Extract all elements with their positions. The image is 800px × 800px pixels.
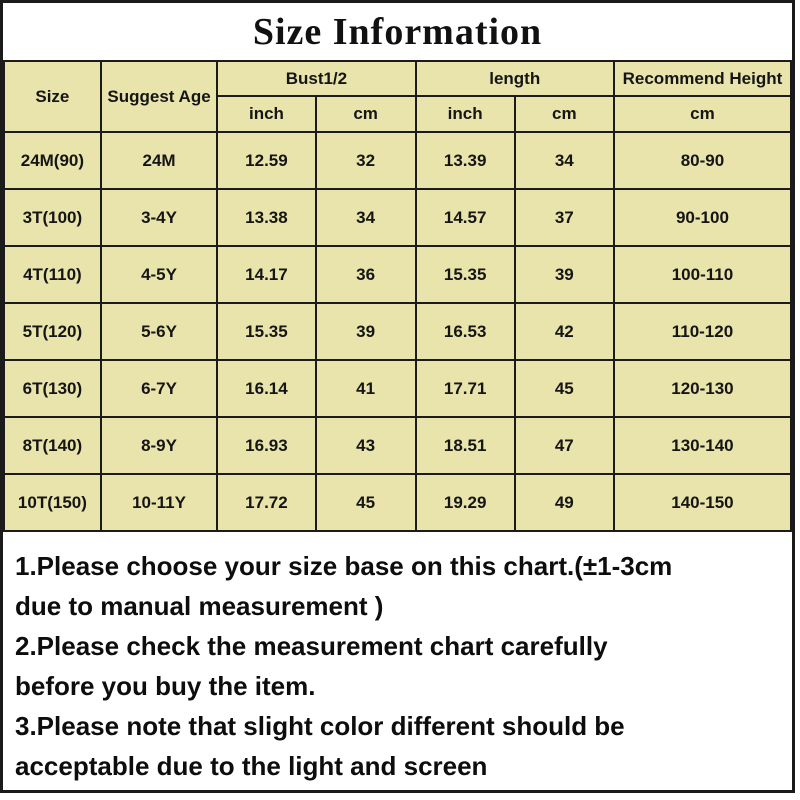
col-header-recommend-height: Recommend Height <box>612 60 793 97</box>
cell-bust-inch: 12.59 <box>216 131 317 190</box>
note-line: before you buy the item. <box>15 671 316 701</box>
cell-height-cm: 130-140 <box>612 416 793 475</box>
subheader-bust-inch: inch <box>216 95 317 133</box>
note-item: 1.Please choose your size base on this c… <box>15 546 780 626</box>
table-header-row-1: Size Suggest Age Bust1/2 length Recommen… <box>3 60 793 133</box>
note-line: 1.Please choose your size base on this c… <box>15 551 673 581</box>
cell-height-cm: 90-100 <box>612 188 793 247</box>
cell-age: 8-9Y <box>99 416 219 475</box>
cell-bust-inch: 17.72 <box>216 473 317 532</box>
note-line: acceptable due to the light and screen <box>15 751 488 781</box>
cell-age: 3-4Y <box>99 188 219 247</box>
table-row: 6T(130) 6-7Y 16.14 41 17.71 45 120-130 <box>3 359 793 418</box>
cell-bust-inch: 15.35 <box>216 302 317 361</box>
cell-height-cm: 80-90 <box>612 131 793 190</box>
subheader-bust-cm: cm <box>314 95 417 133</box>
table-row: 8T(140) 8-9Y 16.93 43 18.51 47 130-140 <box>3 416 793 475</box>
cell-bust-cm: 45 <box>314 473 417 532</box>
col-header-length: length <box>414 60 615 97</box>
cell-length-cm: 37 <box>513 188 615 247</box>
cell-height-cm: 110-120 <box>612 302 793 361</box>
table-row: 4T(110) 4-5Y 14.17 36 15.35 39 100-110 <box>3 245 793 304</box>
subheader-length-cm: cm <box>513 95 615 133</box>
cell-length-cm: 47 <box>513 416 615 475</box>
cell-age: 6-7Y <box>99 359 219 418</box>
cell-age: 4-5Y <box>99 245 219 304</box>
cell-height-cm: 100-110 <box>612 245 793 304</box>
cell-bust-inch: 14.17 <box>216 245 317 304</box>
note-line: 3.Please note that slight color differen… <box>15 711 625 741</box>
cell-bust-inch: 16.93 <box>216 416 317 475</box>
note-item: 3.Please note that slight color differen… <box>15 706 780 786</box>
cell-length-inch: 19.29 <box>414 473 516 532</box>
cell-length-inch: 13.39 <box>414 131 516 190</box>
cell-age: 5-6Y <box>99 302 219 361</box>
table-row: 10T(150) 10-11Y 17.72 45 19.29 49 140-150 <box>3 473 793 532</box>
cell-length-inch: 14.57 <box>414 188 516 247</box>
title-bar: Size Information <box>3 3 792 60</box>
cell-length-cm: 45 <box>513 359 615 418</box>
cell-size: 10T(150) <box>3 473 102 532</box>
note-line: 2.Please check the measurement chart car… <box>15 631 608 661</box>
col-header-suggest-age: Suggest Age <box>99 60 219 133</box>
cell-length-inch: 16.53 <box>414 302 516 361</box>
cell-length-inch: 17.71 <box>414 359 516 418</box>
size-table: Size Suggest Age Bust1/2 length Recommen… <box>3 60 793 532</box>
table-row: 3T(100) 3-4Y 13.38 34 14.57 37 90-100 <box>3 188 793 247</box>
col-header-bust: Bust1/2 <box>216 60 417 97</box>
col-header-size: Size <box>3 60 102 133</box>
cell-bust-cm: 39 <box>314 302 417 361</box>
note-item: 2.Please check the measurement chart car… <box>15 626 780 706</box>
notes-section: 1.Please choose your size base on this c… <box>3 532 792 786</box>
cell-size: 24M(90) <box>3 131 102 190</box>
cell-length-inch: 15.35 <box>414 245 516 304</box>
cell-bust-cm: 32 <box>314 131 417 190</box>
table-row: 5T(120) 5-6Y 15.35 39 16.53 42 110-120 <box>3 302 793 361</box>
cell-length-cm: 49 <box>513 473 615 532</box>
cell-bust-cm: 36 <box>314 245 417 304</box>
cell-bust-inch: 13.38 <box>216 188 317 247</box>
table-row: 24M(90) 24M 12.59 32 13.39 34 80-90 <box>3 131 793 190</box>
cell-length-cm: 34 <box>513 131 615 190</box>
subheader-height-cm: cm <box>612 95 793 133</box>
cell-bust-cm: 43 <box>314 416 417 475</box>
cell-size: 8T(140) <box>3 416 102 475</box>
cell-age: 10-11Y <box>99 473 219 532</box>
cell-size: 4T(110) <box>3 245 102 304</box>
cell-height-cm: 120-130 <box>612 359 793 418</box>
cell-length-cm: 39 <box>513 245 615 304</box>
cell-age: 24M <box>99 131 219 190</box>
cell-bust-cm: 41 <box>314 359 417 418</box>
page-title: Size Information <box>252 10 543 53</box>
cell-height-cm: 140-150 <box>612 473 793 532</box>
size-table-body: 24M(90) 24M 12.59 32 13.39 34 80-90 3T(100) 3-4Y… <box>3 131 793 532</box>
cell-size: 3T(100) <box>3 188 102 247</box>
subheader-length-inch: inch <box>414 95 516 133</box>
cell-length-cm: 42 <box>513 302 615 361</box>
note-line: due to manual measurement ) <box>15 591 384 621</box>
table-header-row-2: inch cm inch cm cm <box>4 95 793 133</box>
cell-length-inch: 18.51 <box>414 416 516 475</box>
cell-size: 6T(130) <box>3 359 102 418</box>
cell-bust-cm: 34 <box>314 188 417 247</box>
cell-size: 5T(120) <box>3 302 102 361</box>
cell-bust-inch: 16.14 <box>216 359 317 418</box>
